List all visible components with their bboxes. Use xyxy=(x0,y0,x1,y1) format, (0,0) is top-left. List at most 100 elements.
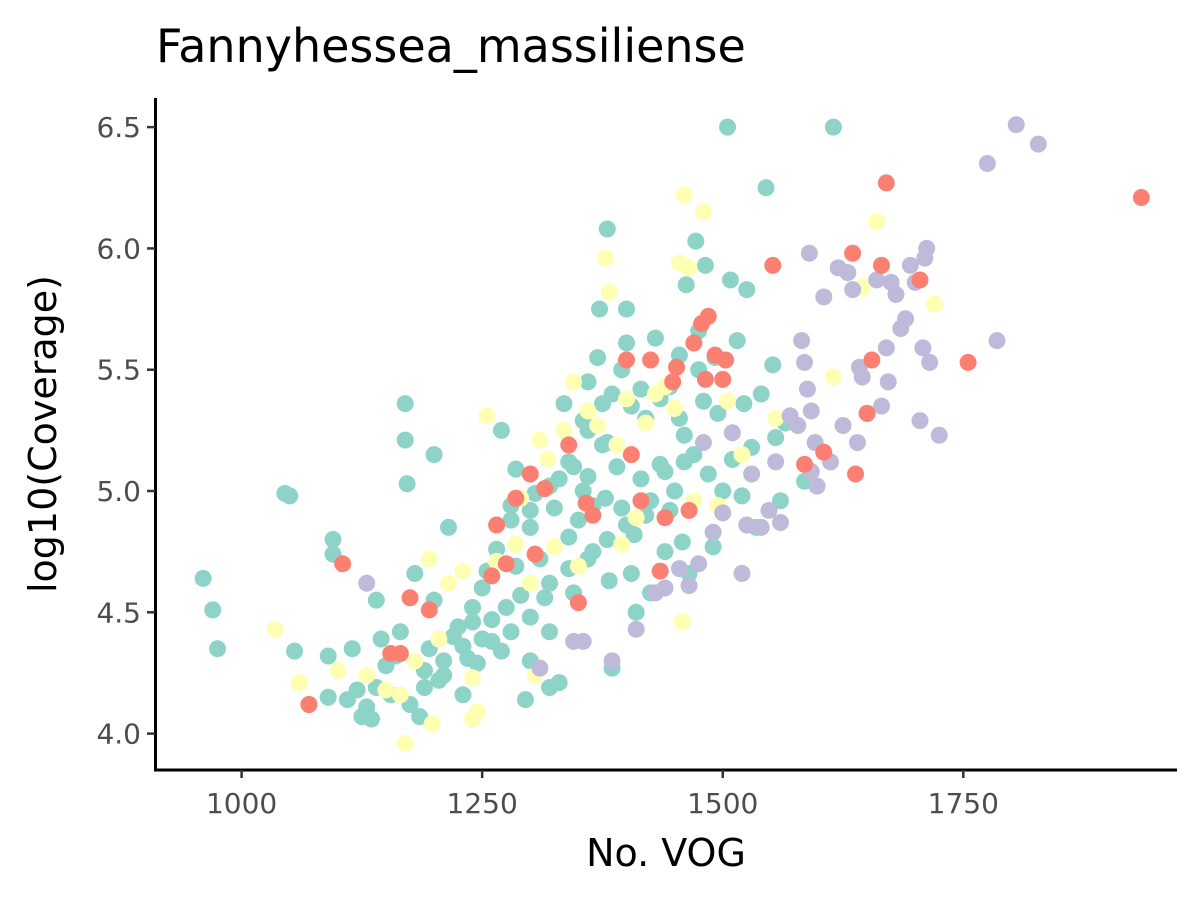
scatter-point xyxy=(627,509,645,527)
scatter-point xyxy=(478,407,496,425)
scatter-point xyxy=(877,174,895,192)
scatter-point xyxy=(680,577,698,595)
scatter-point xyxy=(545,499,563,517)
scatter-point xyxy=(808,477,826,495)
scatter-point xyxy=(673,533,691,551)
scatter-point xyxy=(435,652,453,670)
scatter-point xyxy=(367,591,385,609)
scatter-point xyxy=(555,421,573,439)
scatter-point xyxy=(492,421,510,439)
scatter-point xyxy=(608,436,626,454)
scatter-point xyxy=(560,453,578,471)
scatter-point xyxy=(863,351,881,369)
scatter-point xyxy=(521,465,539,483)
scatter-point xyxy=(569,511,587,529)
scatter-point xyxy=(454,562,472,580)
scatter-point xyxy=(694,203,712,221)
scatter-point xyxy=(555,395,573,413)
scatter-point xyxy=(526,545,544,563)
scatter-point xyxy=(925,295,943,313)
scatter-point xyxy=(521,608,539,626)
scatter-point xyxy=(536,589,554,607)
x-tick-label: 1750 xyxy=(928,787,999,820)
scatter-point xyxy=(767,429,785,447)
scatter-point xyxy=(598,220,616,238)
scatter-point xyxy=(497,555,515,573)
chart-title: Fannyhessea_massiliense xyxy=(156,19,746,73)
scatter-point xyxy=(541,623,559,641)
scatter-point xyxy=(673,613,691,631)
scatter-point xyxy=(656,543,674,561)
y-ticks: 4.0 4.5 5.0 5.5 6.0 6.5 xyxy=(96,111,155,751)
scatter-point xyxy=(690,555,708,573)
scatter-point xyxy=(752,518,770,536)
scatter-point xyxy=(796,455,814,473)
scatter-point xyxy=(579,467,597,485)
scatter-point xyxy=(521,518,539,536)
y-tick-label: 5.5 xyxy=(96,354,141,387)
scatter-point xyxy=(435,666,453,684)
scatter-point xyxy=(358,574,376,592)
y-tick-label: 6.5 xyxy=(96,111,141,144)
scatter-point xyxy=(696,370,714,388)
scatter-point xyxy=(589,417,607,435)
scatter-point xyxy=(789,417,807,435)
scatter-point xyxy=(319,688,337,706)
scatter-point xyxy=(334,555,352,573)
scatter-point xyxy=(771,514,789,532)
y-tick-label: 4.5 xyxy=(96,596,141,629)
scatter-point xyxy=(704,538,722,556)
scatter-point xyxy=(598,531,616,549)
scatter-point xyxy=(844,244,862,262)
scatter-point xyxy=(868,213,886,231)
scatter-point xyxy=(687,232,705,250)
y-tick-label: 4.0 xyxy=(96,718,141,751)
scatter-point xyxy=(728,332,746,350)
scatter-point xyxy=(757,179,775,197)
scatter-point xyxy=(613,499,631,517)
scatter-point xyxy=(668,358,686,376)
scatter-point xyxy=(646,329,664,347)
scatter-point xyxy=(521,574,539,592)
scatter-point xyxy=(680,501,698,519)
scatter-point xyxy=(834,417,852,435)
scatter-point xyxy=(627,603,645,621)
scatter-point xyxy=(767,453,785,471)
scatter-point xyxy=(767,409,785,427)
scatter-point xyxy=(545,538,563,556)
scatter-point xyxy=(618,351,636,369)
scatter-point xyxy=(911,412,929,430)
scatter-point xyxy=(358,666,376,684)
scatter-point xyxy=(699,465,717,483)
scatter-point xyxy=(531,431,549,449)
scatter-point xyxy=(735,395,753,413)
scatter-point xyxy=(733,564,751,582)
points-layer xyxy=(194,116,1150,752)
scatter-point xyxy=(464,598,482,616)
scatter-point xyxy=(603,652,621,670)
scatter-point xyxy=(391,623,409,641)
scatter-point xyxy=(531,659,549,677)
scatter-point xyxy=(675,453,693,471)
scatter-point xyxy=(685,334,703,352)
scatter-point xyxy=(454,637,472,655)
scatter-point xyxy=(1007,116,1025,134)
scatter-point xyxy=(569,557,587,575)
scatter-point xyxy=(802,402,820,420)
scatter-point xyxy=(632,492,650,510)
scatter-point xyxy=(738,281,756,299)
scatter-point xyxy=(468,654,486,672)
scatter-point xyxy=(574,632,592,650)
scatter-point xyxy=(796,353,814,371)
scatter-point xyxy=(704,523,722,541)
scatter-point xyxy=(420,601,438,619)
scatter-point xyxy=(897,310,915,328)
scatter-point xyxy=(329,662,347,680)
scatter-point xyxy=(423,715,441,733)
scatter-point xyxy=(873,256,891,274)
scatter-point xyxy=(622,446,640,464)
scatter-point xyxy=(449,618,467,636)
scatter-point xyxy=(1029,135,1047,153)
scatter-point xyxy=(666,400,684,418)
scatter-point xyxy=(853,368,871,386)
